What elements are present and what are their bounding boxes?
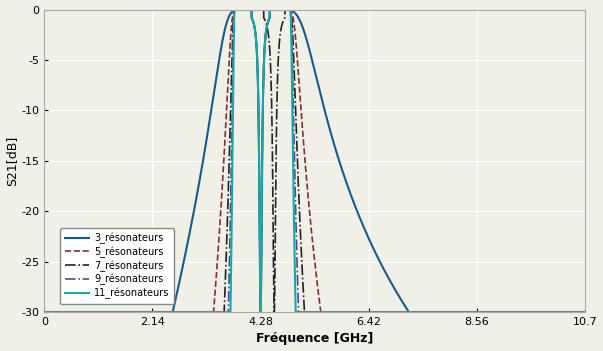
3_résonateurs [236,8,244,12]
Line: 11_résonateurs: 11_résonateurs [45,9,585,312]
9_résonateurs [470,310,478,314]
7_résonateurs [257,7,264,12]
7_résonateurs [470,310,478,314]
9_résonateurs [236,8,244,12]
3_résonateurs [384,275,391,279]
5_résonateurs [236,8,244,12]
9_résonateurs [361,310,368,314]
X-axis label: Fréquence [GHz]: Fréquence [GHz] [256,332,373,345]
3_résonateurs [68,310,75,314]
Line: 5_résonateurs: 5_résonateurs [45,9,585,312]
7_résonateurs [384,310,391,314]
7_résonateurs [361,310,368,314]
9_résonateurs [441,310,449,314]
Legend: 3_résonateurs, 5_résonateurs, 7_résonateurs, 9_résonateurs, 11_résonateurs: 3_résonateurs, 5_résonateurs, 7_résonate… [60,228,174,304]
9_résonateurs [41,310,48,314]
7_résonateurs [68,310,75,314]
3_résonateurs [581,310,589,314]
5_résonateurs [361,310,368,314]
7_résonateurs [41,310,48,314]
3_résonateurs [441,310,449,314]
Y-axis label: S21[dB]: S21[dB] [5,136,19,186]
5_résonateurs [470,310,478,314]
11_résonateurs [279,7,286,12]
11_résonateurs [470,310,478,314]
11_résonateurs [441,310,449,314]
7_résonateurs [236,7,244,12]
11_résonateurs [236,7,244,12]
11_résonateurs [41,310,48,314]
5_résonateurs [441,310,449,314]
11_résonateurs [361,310,368,314]
3_résonateurs [41,310,48,314]
5_résonateurs [274,7,281,12]
5_résonateurs [68,310,75,314]
Line: 3_résonateurs: 3_résonateurs [45,9,585,312]
3_résonateurs [361,226,368,231]
9_résonateurs [581,310,589,314]
5_résonateurs [384,310,391,314]
11_résonateurs [68,310,75,314]
9_résonateurs [68,310,75,314]
Line: 7_résonateurs: 7_résonateurs [45,9,585,312]
7_résonateurs [441,310,449,314]
5_résonateurs [41,310,48,314]
Line: 9_résonateurs: 9_résonateurs [45,9,585,312]
9_résonateurs [282,7,289,12]
3_résonateurs [470,310,478,314]
9_résonateurs [384,310,391,314]
11_résonateurs [384,310,391,314]
11_résonateurs [581,310,589,314]
5_résonateurs [581,310,589,314]
7_résonateurs [581,310,589,314]
3_résonateurs [282,7,289,12]
